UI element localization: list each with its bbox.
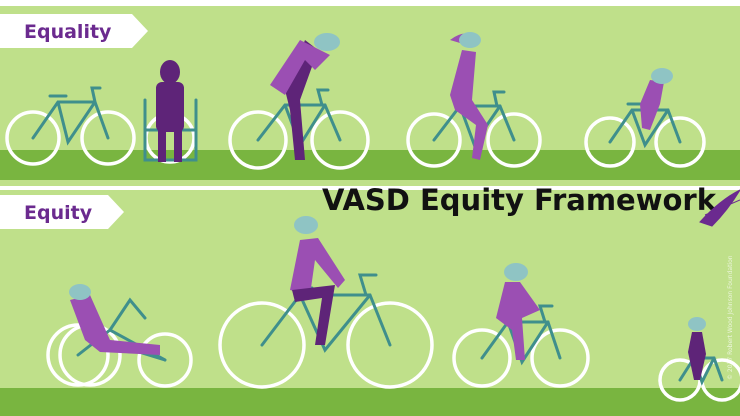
panel-label: Equity <box>24 202 93 224</box>
credit: © 2017 Robert Wood Johnson Foundation <box>727 255 734 380</box>
bottom-ground <box>0 388 740 416</box>
framework-title: VASD Equity Framework <box>322 183 717 217</box>
page: {"panels": {"top_label": "Equality", "bo… <box>0 0 740 416</box>
panel-label: Equality <box>24 21 112 43</box>
illustration: Equality Equity <box>0 0 740 416</box>
